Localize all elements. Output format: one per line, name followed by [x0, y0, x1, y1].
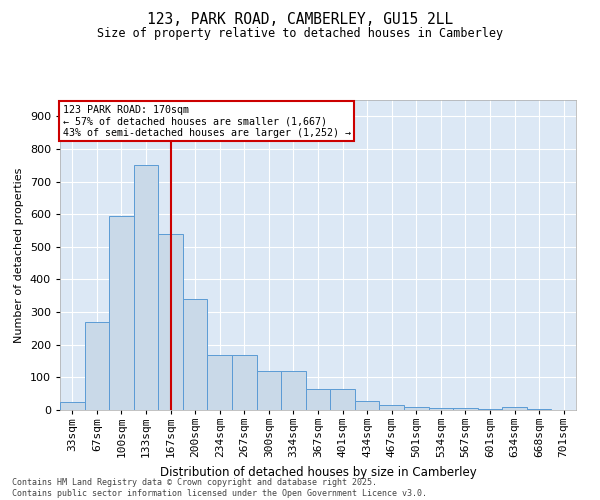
Bar: [330, 389, 355, 410]
Bar: [355, 401, 379, 410]
Bar: [109, 216, 134, 410]
Bar: [60, 402, 85, 410]
Bar: [281, 371, 306, 410]
Text: Size of property relative to detached houses in Camberley: Size of property relative to detached ho…: [97, 28, 503, 40]
Bar: [257, 371, 281, 410]
Bar: [502, 406, 527, 410]
Bar: [208, 354, 232, 410]
Bar: [404, 406, 428, 410]
Text: 123, PARK ROAD, CAMBERLEY, GU15 2LL: 123, PARK ROAD, CAMBERLEY, GU15 2LL: [147, 12, 453, 28]
Text: Contains HM Land Registry data © Crown copyright and database right 2025.
Contai: Contains HM Land Registry data © Crown c…: [12, 478, 427, 498]
Text: 123 PARK ROAD: 170sqm
← 57% of detached houses are smaller (1,667)
43% of semi-d: 123 PARK ROAD: 170sqm ← 57% of detached …: [62, 104, 350, 138]
Bar: [158, 234, 183, 410]
Bar: [379, 406, 404, 410]
Bar: [453, 408, 478, 410]
Bar: [134, 166, 158, 410]
Bar: [183, 299, 208, 410]
Y-axis label: Number of detached properties: Number of detached properties: [14, 168, 24, 342]
Bar: [85, 322, 109, 410]
Bar: [478, 409, 502, 410]
X-axis label: Distribution of detached houses by size in Camberley: Distribution of detached houses by size …: [160, 466, 476, 479]
Bar: [306, 389, 330, 410]
Bar: [428, 408, 453, 410]
Bar: [232, 354, 257, 410]
